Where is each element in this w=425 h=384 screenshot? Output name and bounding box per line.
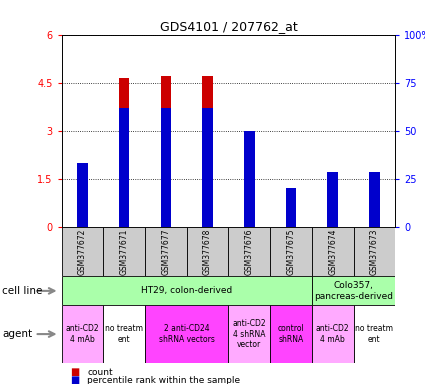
Title: GDS4101 / 207762_at: GDS4101 / 207762_at bbox=[159, 20, 298, 33]
Bar bbox=[161, 76, 171, 227]
Text: anti-CD2
4 mAb: anti-CD2 4 mAb bbox=[316, 324, 349, 344]
Text: anti-CD2
4 shRNA
vector: anti-CD2 4 shRNA vector bbox=[232, 319, 266, 349]
Text: GSM377675: GSM377675 bbox=[286, 228, 295, 275]
Bar bbox=[286, 188, 296, 227]
Bar bbox=[244, 131, 255, 227]
Text: count: count bbox=[87, 368, 113, 377]
Text: cell line: cell line bbox=[2, 286, 42, 296]
Text: GSM377672: GSM377672 bbox=[78, 228, 87, 275]
Bar bbox=[229, 305, 270, 363]
Text: GSM377676: GSM377676 bbox=[245, 228, 254, 275]
Text: GSM377677: GSM377677 bbox=[162, 228, 170, 275]
Text: ■: ■ bbox=[70, 375, 79, 384]
Bar bbox=[270, 227, 312, 276]
Bar bbox=[312, 305, 354, 363]
Text: ■: ■ bbox=[70, 367, 79, 377]
Bar bbox=[187, 227, 229, 276]
Bar bbox=[244, 145, 255, 227]
Text: GSM377671: GSM377671 bbox=[120, 228, 129, 275]
Bar bbox=[369, 172, 380, 227]
Bar bbox=[77, 191, 88, 227]
Bar bbox=[354, 227, 395, 276]
Text: Colo357,
pancreas-derived: Colo357, pancreas-derived bbox=[314, 281, 393, 301]
Bar bbox=[369, 191, 380, 227]
Bar bbox=[161, 108, 171, 227]
Text: GSM377673: GSM377673 bbox=[370, 228, 379, 275]
Bar bbox=[62, 227, 103, 276]
Bar bbox=[103, 305, 145, 363]
Bar bbox=[286, 209, 296, 227]
Bar bbox=[312, 227, 354, 276]
Bar bbox=[119, 78, 129, 227]
Bar bbox=[270, 305, 312, 363]
Text: agent: agent bbox=[2, 329, 32, 339]
Bar bbox=[328, 172, 338, 227]
Bar bbox=[202, 108, 213, 227]
Text: HT29, colon-derived: HT29, colon-derived bbox=[141, 286, 232, 295]
Bar bbox=[62, 276, 312, 305]
Text: GSM377674: GSM377674 bbox=[328, 228, 337, 275]
Bar bbox=[145, 305, 229, 363]
Bar bbox=[62, 305, 103, 363]
Bar bbox=[202, 76, 213, 227]
Bar bbox=[103, 227, 145, 276]
Text: no treatm
ent: no treatm ent bbox=[105, 324, 143, 344]
Text: control
shRNA: control shRNA bbox=[278, 324, 304, 344]
Bar bbox=[145, 227, 187, 276]
Bar bbox=[229, 227, 270, 276]
Text: GSM377678: GSM377678 bbox=[203, 228, 212, 275]
Bar bbox=[312, 276, 395, 305]
Text: no treatm
ent: no treatm ent bbox=[355, 324, 394, 344]
Text: 2 anti-CD24
shRNA vectors: 2 anti-CD24 shRNA vectors bbox=[159, 324, 215, 344]
Bar bbox=[77, 162, 88, 227]
Bar bbox=[328, 206, 338, 227]
Bar bbox=[119, 108, 129, 227]
Text: percentile rank within the sample: percentile rank within the sample bbox=[87, 376, 240, 384]
Bar bbox=[354, 305, 395, 363]
Text: anti-CD2
4 mAb: anti-CD2 4 mAb bbox=[66, 324, 99, 344]
